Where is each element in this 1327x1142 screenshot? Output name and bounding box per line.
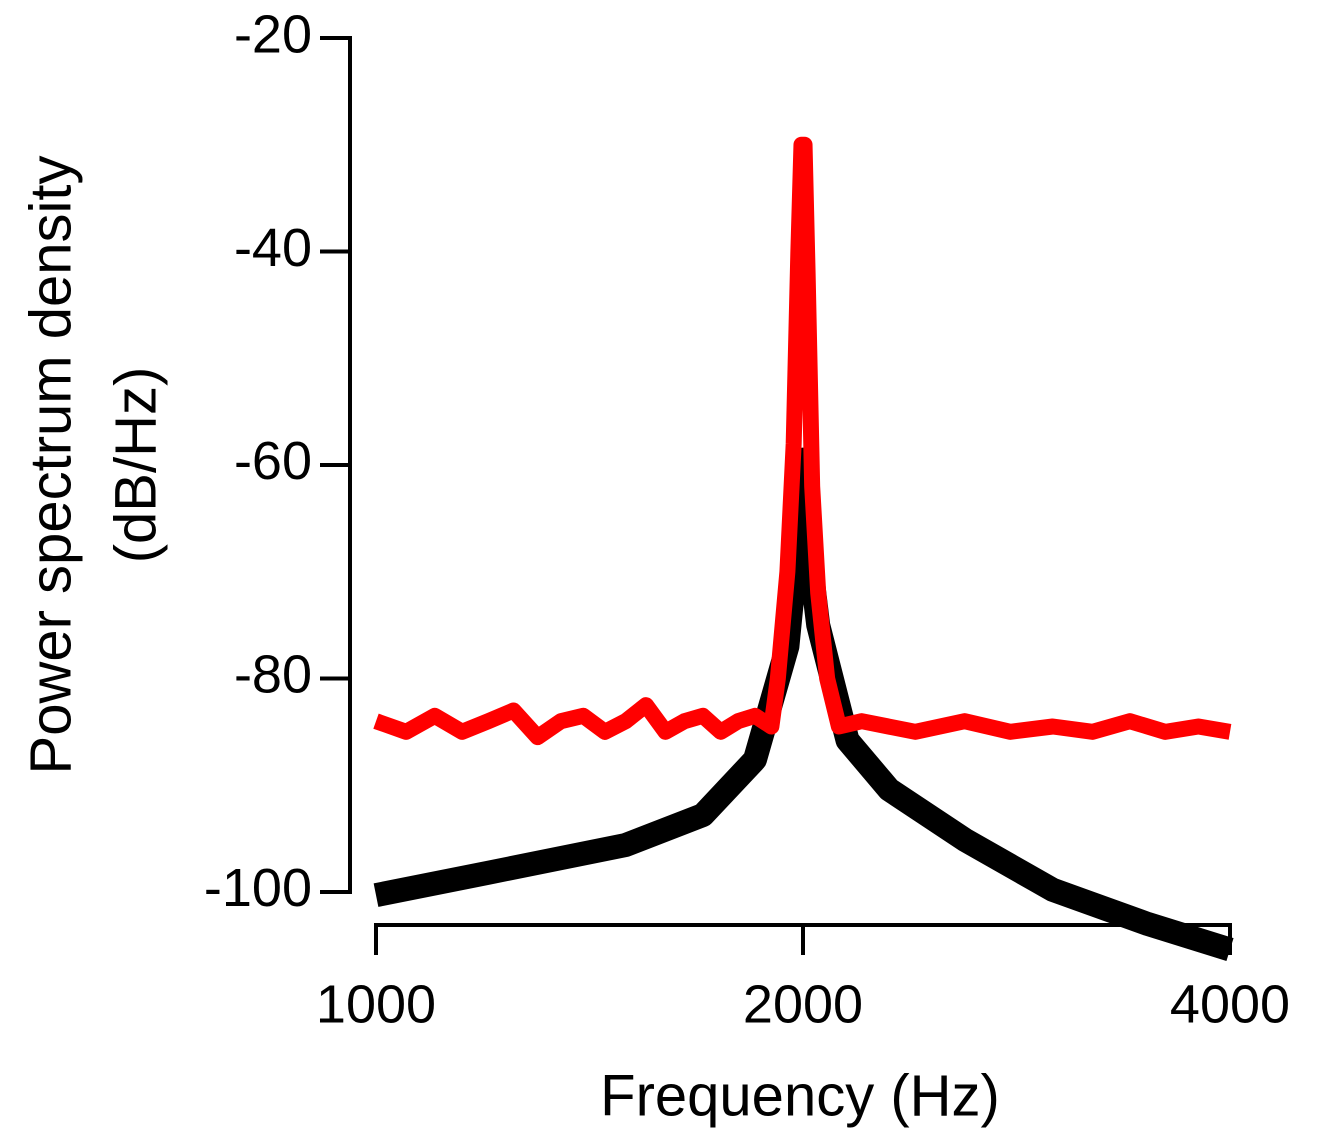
y-axis-label: Power spectrum density (18, 156, 83, 775)
x-tick-label: 1000 (316, 974, 436, 1034)
y-tick-label: -100 (204, 858, 312, 918)
y-tick-label: -40 (234, 218, 312, 278)
series-line (373, 136, 1232, 746)
y-tick-label: -60 (234, 431, 312, 491)
y-tick-label: -80 (234, 645, 312, 705)
series-line (373, 447, 1234, 962)
x-tick-label: 2000 (743, 974, 863, 1034)
y-axis-label: (dB/Hz) (103, 367, 168, 564)
x-tick-label: 4000 (1170, 974, 1290, 1034)
x-axis-label: Frequency (Hz) (600, 1063, 1000, 1128)
y-tick-label: -20 (234, 4, 312, 64)
